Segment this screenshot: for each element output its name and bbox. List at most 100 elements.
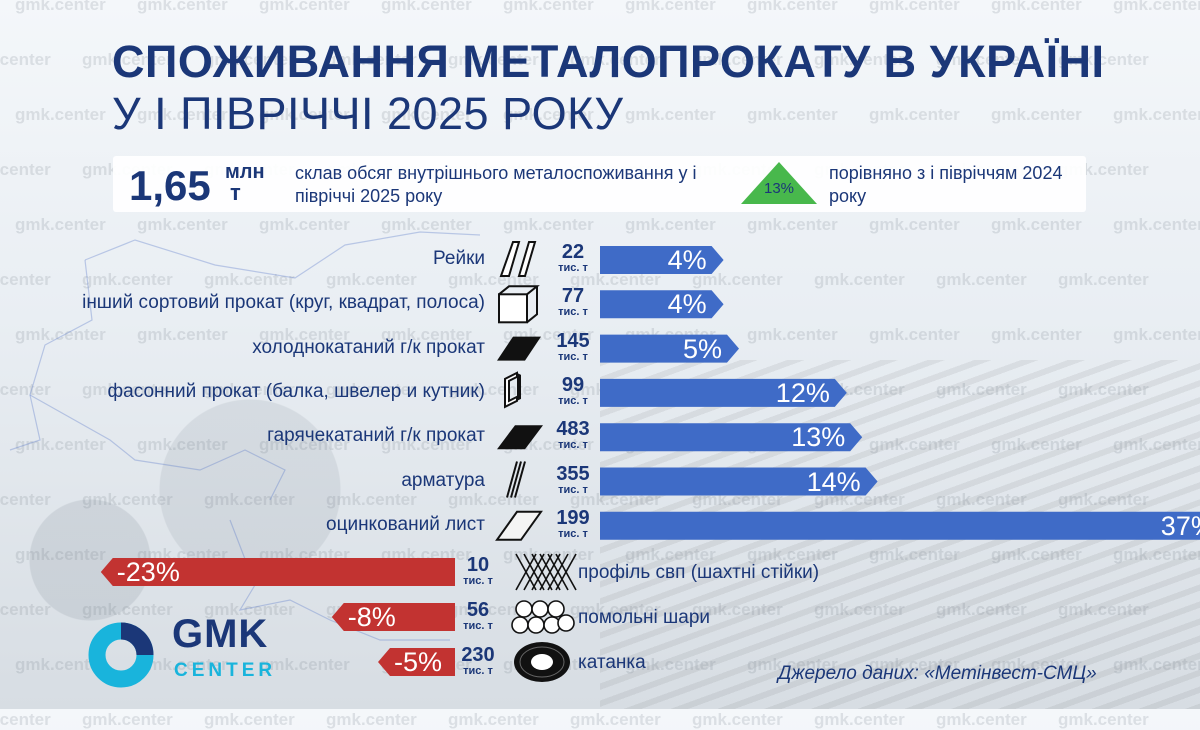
bar-positive bbox=[600, 290, 724, 319]
watermark-text: gmk.center bbox=[204, 490, 295, 509]
square-bar-icon bbox=[498, 285, 540, 324]
watermark-text: gmk.center bbox=[15, 325, 106, 344]
watermark-text: gmk.center bbox=[326, 490, 417, 509]
watermark-text: gmk.center bbox=[570, 600, 661, 619]
watermark-text: gmk.center bbox=[625, 105, 716, 124]
watermark-text: gmk.center bbox=[381, 435, 472, 454]
watermark-text: gmk.center bbox=[814, 50, 905, 69]
watermark-text: gmk.center bbox=[259, 325, 350, 344]
balls-icon bbox=[511, 600, 575, 634]
watermark-text: gmk.center bbox=[1113, 0, 1200, 14]
total-unit-mln: млн bbox=[225, 161, 265, 183]
watermark-text: gmk.center bbox=[137, 435, 228, 454]
watermark-text: gmk.center bbox=[0, 710, 51, 729]
watermark-text: gmk.center bbox=[326, 710, 417, 729]
category-label: оцинкований лист bbox=[326, 513, 485, 535]
watermark-text: gmk.center bbox=[747, 215, 838, 234]
watermark-text: gmk.center bbox=[747, 325, 838, 344]
watermark-text: gmk.center bbox=[448, 710, 539, 729]
watermark-text: gmk.center bbox=[82, 270, 173, 289]
volume-number: 77 bbox=[561, 285, 585, 308]
volume-number: 230 bbox=[461, 644, 495, 666]
bar-positive bbox=[600, 378, 847, 407]
watermark-text: gmk.center bbox=[1113, 105, 1200, 124]
volume-unit: тис. т bbox=[558, 262, 588, 274]
watermark-text: gmk.center bbox=[204, 710, 295, 729]
watermark-text: gmk.center bbox=[82, 380, 173, 399]
watermark-text: gmk.center bbox=[1113, 655, 1200, 674]
category-label: гарячекатаний г/к прокат bbox=[267, 425, 485, 447]
volume-number: 355 bbox=[556, 462, 590, 485]
watermark-text: gmk.center bbox=[1058, 600, 1149, 619]
watermark-text: gmk.center bbox=[1058, 490, 1149, 509]
watermark-text: gmk.center bbox=[448, 380, 539, 399]
mesh-icon bbox=[515, 553, 577, 591]
bar-positive bbox=[600, 334, 739, 363]
watermark-text: gmk.center bbox=[259, 0, 350, 14]
volume-number: 99 bbox=[561, 373, 585, 396]
volume-value: 22 тис. т bbox=[545, 242, 601, 274]
watermark-text: gmk.center bbox=[15, 655, 106, 674]
sheet-icon bbox=[497, 336, 541, 361]
watermark-text: gmk.center bbox=[448, 270, 539, 289]
watermark-text: gmk.center bbox=[1113, 435, 1200, 454]
watermark-text: gmk.center bbox=[448, 50, 539, 69]
watermark-text: gmk.center bbox=[15, 545, 106, 564]
category-label: холоднокатаний г/к прокат bbox=[252, 336, 485, 358]
watermark-text: gmk.center bbox=[692, 50, 783, 69]
watermark-text: gmk.center bbox=[747, 0, 838, 14]
volume-value: 230 тис. т bbox=[450, 645, 506, 677]
watermark-text: gmk.center bbox=[503, 105, 594, 124]
volume-number: 145 bbox=[556, 329, 590, 352]
watermark-text: gmk.center bbox=[747, 105, 838, 124]
watermark-text: gmk.center bbox=[381, 105, 472, 124]
consumption-chart bbox=[100, 241, 1200, 682]
category-label: арматура bbox=[401, 469, 485, 491]
volume-number: 483 bbox=[556, 418, 590, 441]
bar-value-label: 4% bbox=[667, 289, 707, 320]
coil-icon bbox=[514, 642, 570, 682]
page-title: СПОЖИВАННЯ МЕТАЛОПРОКАТУ В УКРАЇНІ bbox=[112, 36, 1105, 87]
volume-unit: тис. т bbox=[463, 575, 493, 587]
galvanized-sheet-icon bbox=[495, 510, 543, 541]
watermark-text: gmk.center bbox=[204, 600, 295, 619]
volume-unit: тис. т bbox=[463, 665, 493, 677]
watermark-text: gmk.center bbox=[326, 50, 417, 69]
watermark-text: gmk.center bbox=[503, 215, 594, 234]
category-label: помольні шари bbox=[578, 607, 711, 628]
watermark-text: gmk.center bbox=[137, 655, 228, 674]
watermark-text: gmk.center bbox=[625, 215, 716, 234]
bar-positive bbox=[600, 467, 878, 496]
bar-negative bbox=[378, 648, 455, 676]
watermark-text: gmk.center bbox=[15, 215, 106, 234]
bar-negative bbox=[100, 558, 456, 586]
watermark-text: gmk.center bbox=[1058, 50, 1149, 69]
watermark-text: gmk.center bbox=[448, 600, 539, 619]
watermark-text: gmk.center bbox=[991, 655, 1082, 674]
source-note: Джерело даних: «Метінвест-СМЦ» bbox=[778, 663, 1097, 684]
watermark-text: gmk.center bbox=[814, 270, 905, 289]
watermark-text: gmk.center bbox=[869, 545, 960, 564]
watermark-text: gmk.center bbox=[259, 215, 350, 234]
volume-unit: тис. т bbox=[558, 306, 588, 319]
category-label: катанка bbox=[578, 652, 646, 673]
watermark-text: gmk.center bbox=[15, 0, 106, 14]
watermark-text: gmk.center bbox=[381, 215, 472, 234]
volume-unit: тис. т bbox=[558, 350, 588, 363]
watermark-text: gmk.center bbox=[747, 545, 838, 564]
bar-positive bbox=[600, 246, 724, 274]
watermark-text: gmk.center bbox=[991, 545, 1082, 564]
watermark-text: gmk.center bbox=[326, 270, 417, 289]
watermark-text: gmk.center bbox=[15, 105, 106, 124]
watermark-text: gmk.center bbox=[692, 710, 783, 729]
logo-text-center: CENTER bbox=[174, 660, 277, 681]
up-triangle-icon bbox=[741, 162, 817, 204]
volume-unit: тис. т bbox=[558, 394, 588, 407]
logo-text-gmk: GMK bbox=[172, 612, 269, 656]
watermark-text: gmk.center bbox=[259, 435, 350, 454]
volume-unit: тис. т bbox=[558, 527, 588, 540]
watermark-text: gmk.center bbox=[259, 105, 350, 124]
watermark-text: gmk.center bbox=[936, 380, 1027, 399]
total-unit-t: т bbox=[230, 180, 241, 205]
watermark-text: gmk.center bbox=[814, 600, 905, 619]
